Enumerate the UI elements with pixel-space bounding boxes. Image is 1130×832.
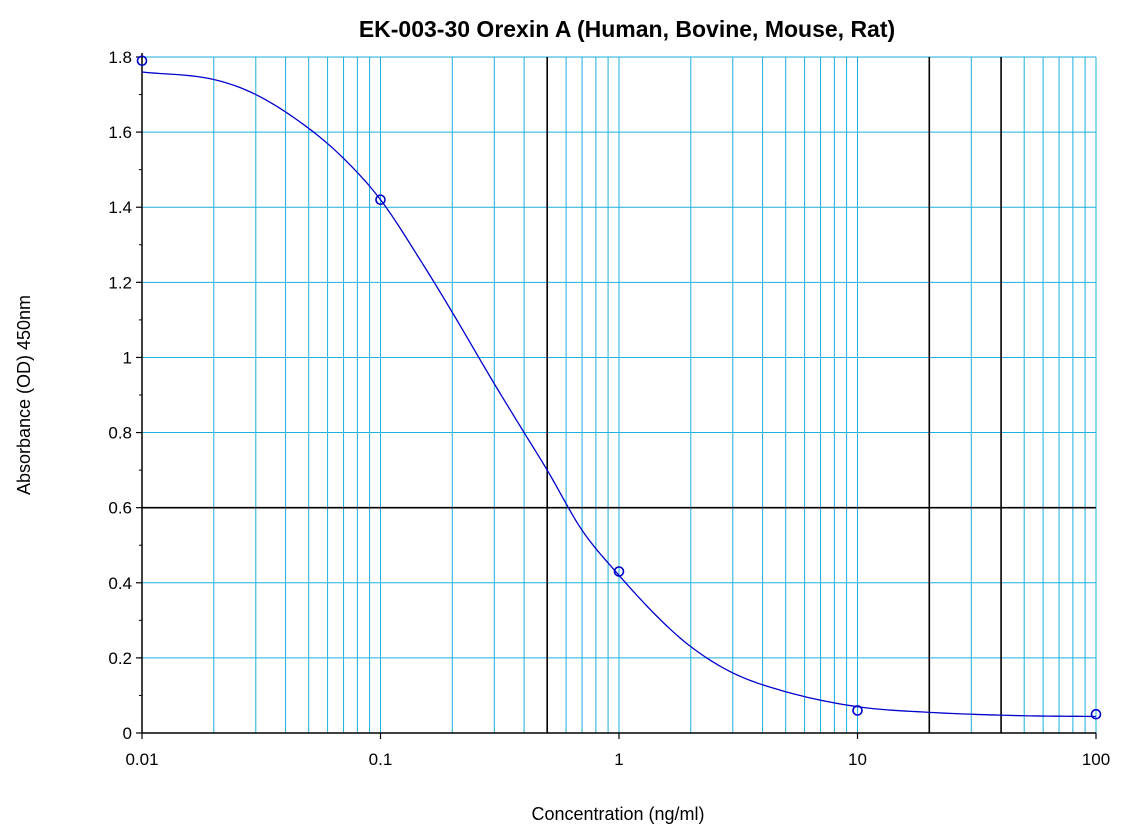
x-tick-label: 1 <box>614 750 623 769</box>
y-tick-label: 1 <box>123 348 132 367</box>
y-tick-label: 1.6 <box>108 123 132 142</box>
y-axis-label: Absorbance (OD) 450nm <box>14 295 34 495</box>
reference-lines <box>142 57 1096 733</box>
data-point <box>1090 708 1102 720</box>
y-tick-label: 0.2 <box>108 649 132 668</box>
y-tick-label: 0.6 <box>108 499 132 518</box>
tick-labels: 0 0.2 0.4 0.6 0.8 1 1.2 1.4 1.6 1.8 0.01 0.1 1 10 100 <box>108 48 1110 769</box>
grid <box>141 56 1097 734</box>
y-tick-label: 0 <box>123 724 132 743</box>
y-tick-label: 1.4 <box>108 198 132 217</box>
data-point <box>852 705 863 716</box>
chart-title: EK-003-30 Orexin A (Human, Bovine, Mouse… <box>359 16 895 42</box>
data-point <box>375 194 386 206</box>
series <box>136 55 1102 720</box>
y-tick-label: 0.8 <box>108 424 132 443</box>
data-point <box>613 566 625 577</box>
axes <box>136 53 1097 739</box>
y-tick-label: 1.8 <box>108 48 132 67</box>
data-point <box>136 55 148 67</box>
x-tick-label: 100 <box>1082 750 1110 769</box>
fit-curve <box>141 71 1097 718</box>
x-tick-label: 10 <box>848 750 867 769</box>
y-tick-label: 1.2 <box>108 273 132 292</box>
x-axis-label: Concentration (ng/ml) <box>531 804 704 824</box>
y-tick-label: 0.4 <box>108 574 132 593</box>
x-tick-label: 0.1 <box>369 750 393 769</box>
x-tick-label: 0.01 <box>125 750 158 769</box>
